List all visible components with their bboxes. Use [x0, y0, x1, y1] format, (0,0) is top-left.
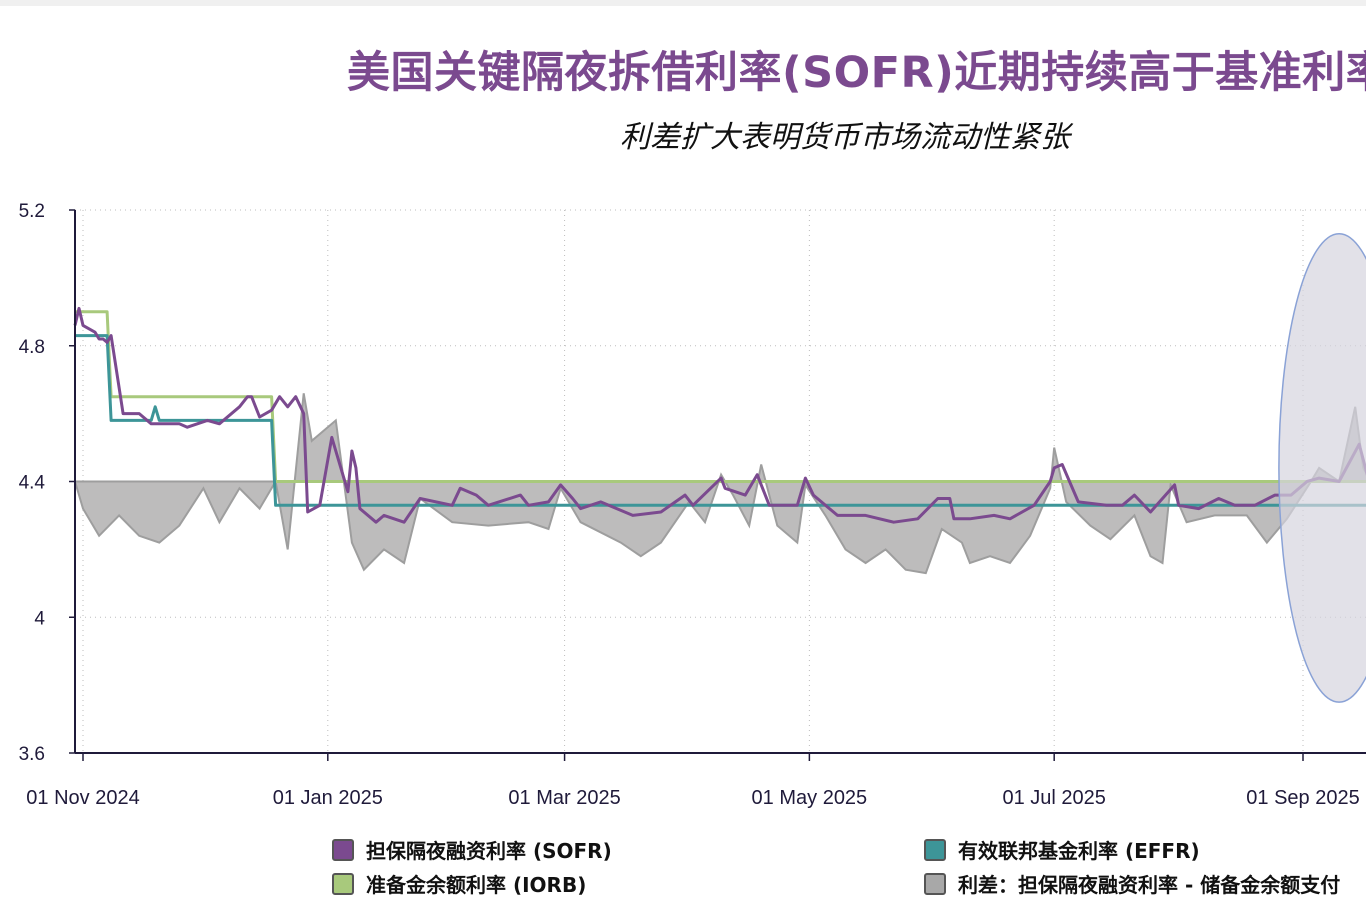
axes: [69, 209, 1366, 761]
legend-label-iorb: 准备金余额利率 (IORB): [366, 873, 587, 897]
y-tick-label: 4.8: [19, 337, 45, 358]
x-tick-label: 01 May 2025: [752, 787, 868, 809]
chart-title: 美国关键隔夜拆借利率(SOFR)近期持续高于基准利率: [347, 48, 1366, 98]
sofr-line: [73, 306, 1366, 524]
effr-line: [75, 334, 1366, 507]
x-tick-label: 01 Jan 2025: [273, 787, 383, 809]
x-tick-label: 01 Jul 2025: [1002, 787, 1105, 809]
legend-swatch-sofr: [332, 838, 354, 861]
legend-item-spread[interactable]: 利差：担保隔夜融资利率 - 储备金余额支付: [924, 869, 1340, 898]
legend-item-iorb[interactable]: 准备金余额利率 (IORB): [332, 869, 586, 898]
chart-svg: 5.2 4.8 4.4 4 3.6 01 Nov 2024 01 Jan 2025 01 Ma…: [19, 201, 1366, 809]
series-lines-layer: [73, 306, 1366, 524]
legend-label-spread: 利差：担保隔夜融资利率 - 储备金余额支付: [958, 873, 1341, 897]
legend-item-sofr[interactable]: 担保隔夜融资利率 (SOFR): [332, 835, 612, 864]
x-tick-label: 01 Sep 2025: [1246, 787, 1359, 809]
y-tick-label: 4: [34, 608, 45, 629]
top-bar: [0, 0, 1366, 6]
legend-swatch-effr: [924, 838, 946, 861]
x-tick-label: 01 Nov 2024: [26, 787, 139, 809]
legend-label-effr: 有效联邦基金利率 (EFFR): [958, 839, 1200, 863]
y-tick-label: 4.4: [19, 473, 46, 494]
iorb-line: [75, 310, 1366, 483]
chart-subtitle: 利差扩大表明货币市场流动性紧张: [620, 120, 1070, 155]
legend-item-effr[interactable]: 有效联邦基金利率 (EFFR): [924, 835, 1200, 864]
y-tick-label: 3.6: [19, 744, 45, 765]
x-tick-label: 01 Mar 2025: [508, 787, 620, 809]
tick-labels: 5.2 4.8 4.4 4 3.6 01 Nov 2024 01 Jan 2025 01 Ma…: [19, 201, 1360, 809]
legend-label-sofr: 担保隔夜融资利率 (SOFR): [366, 839, 612, 863]
y-tick-label: 5.2: [19, 201, 45, 222]
legend-swatch-iorb: [332, 872, 354, 895]
highlight-layer: [1278, 233, 1366, 703]
legend-swatch-spread: [924, 872, 946, 895]
highlight-ellipse: [1278, 233, 1366, 703]
